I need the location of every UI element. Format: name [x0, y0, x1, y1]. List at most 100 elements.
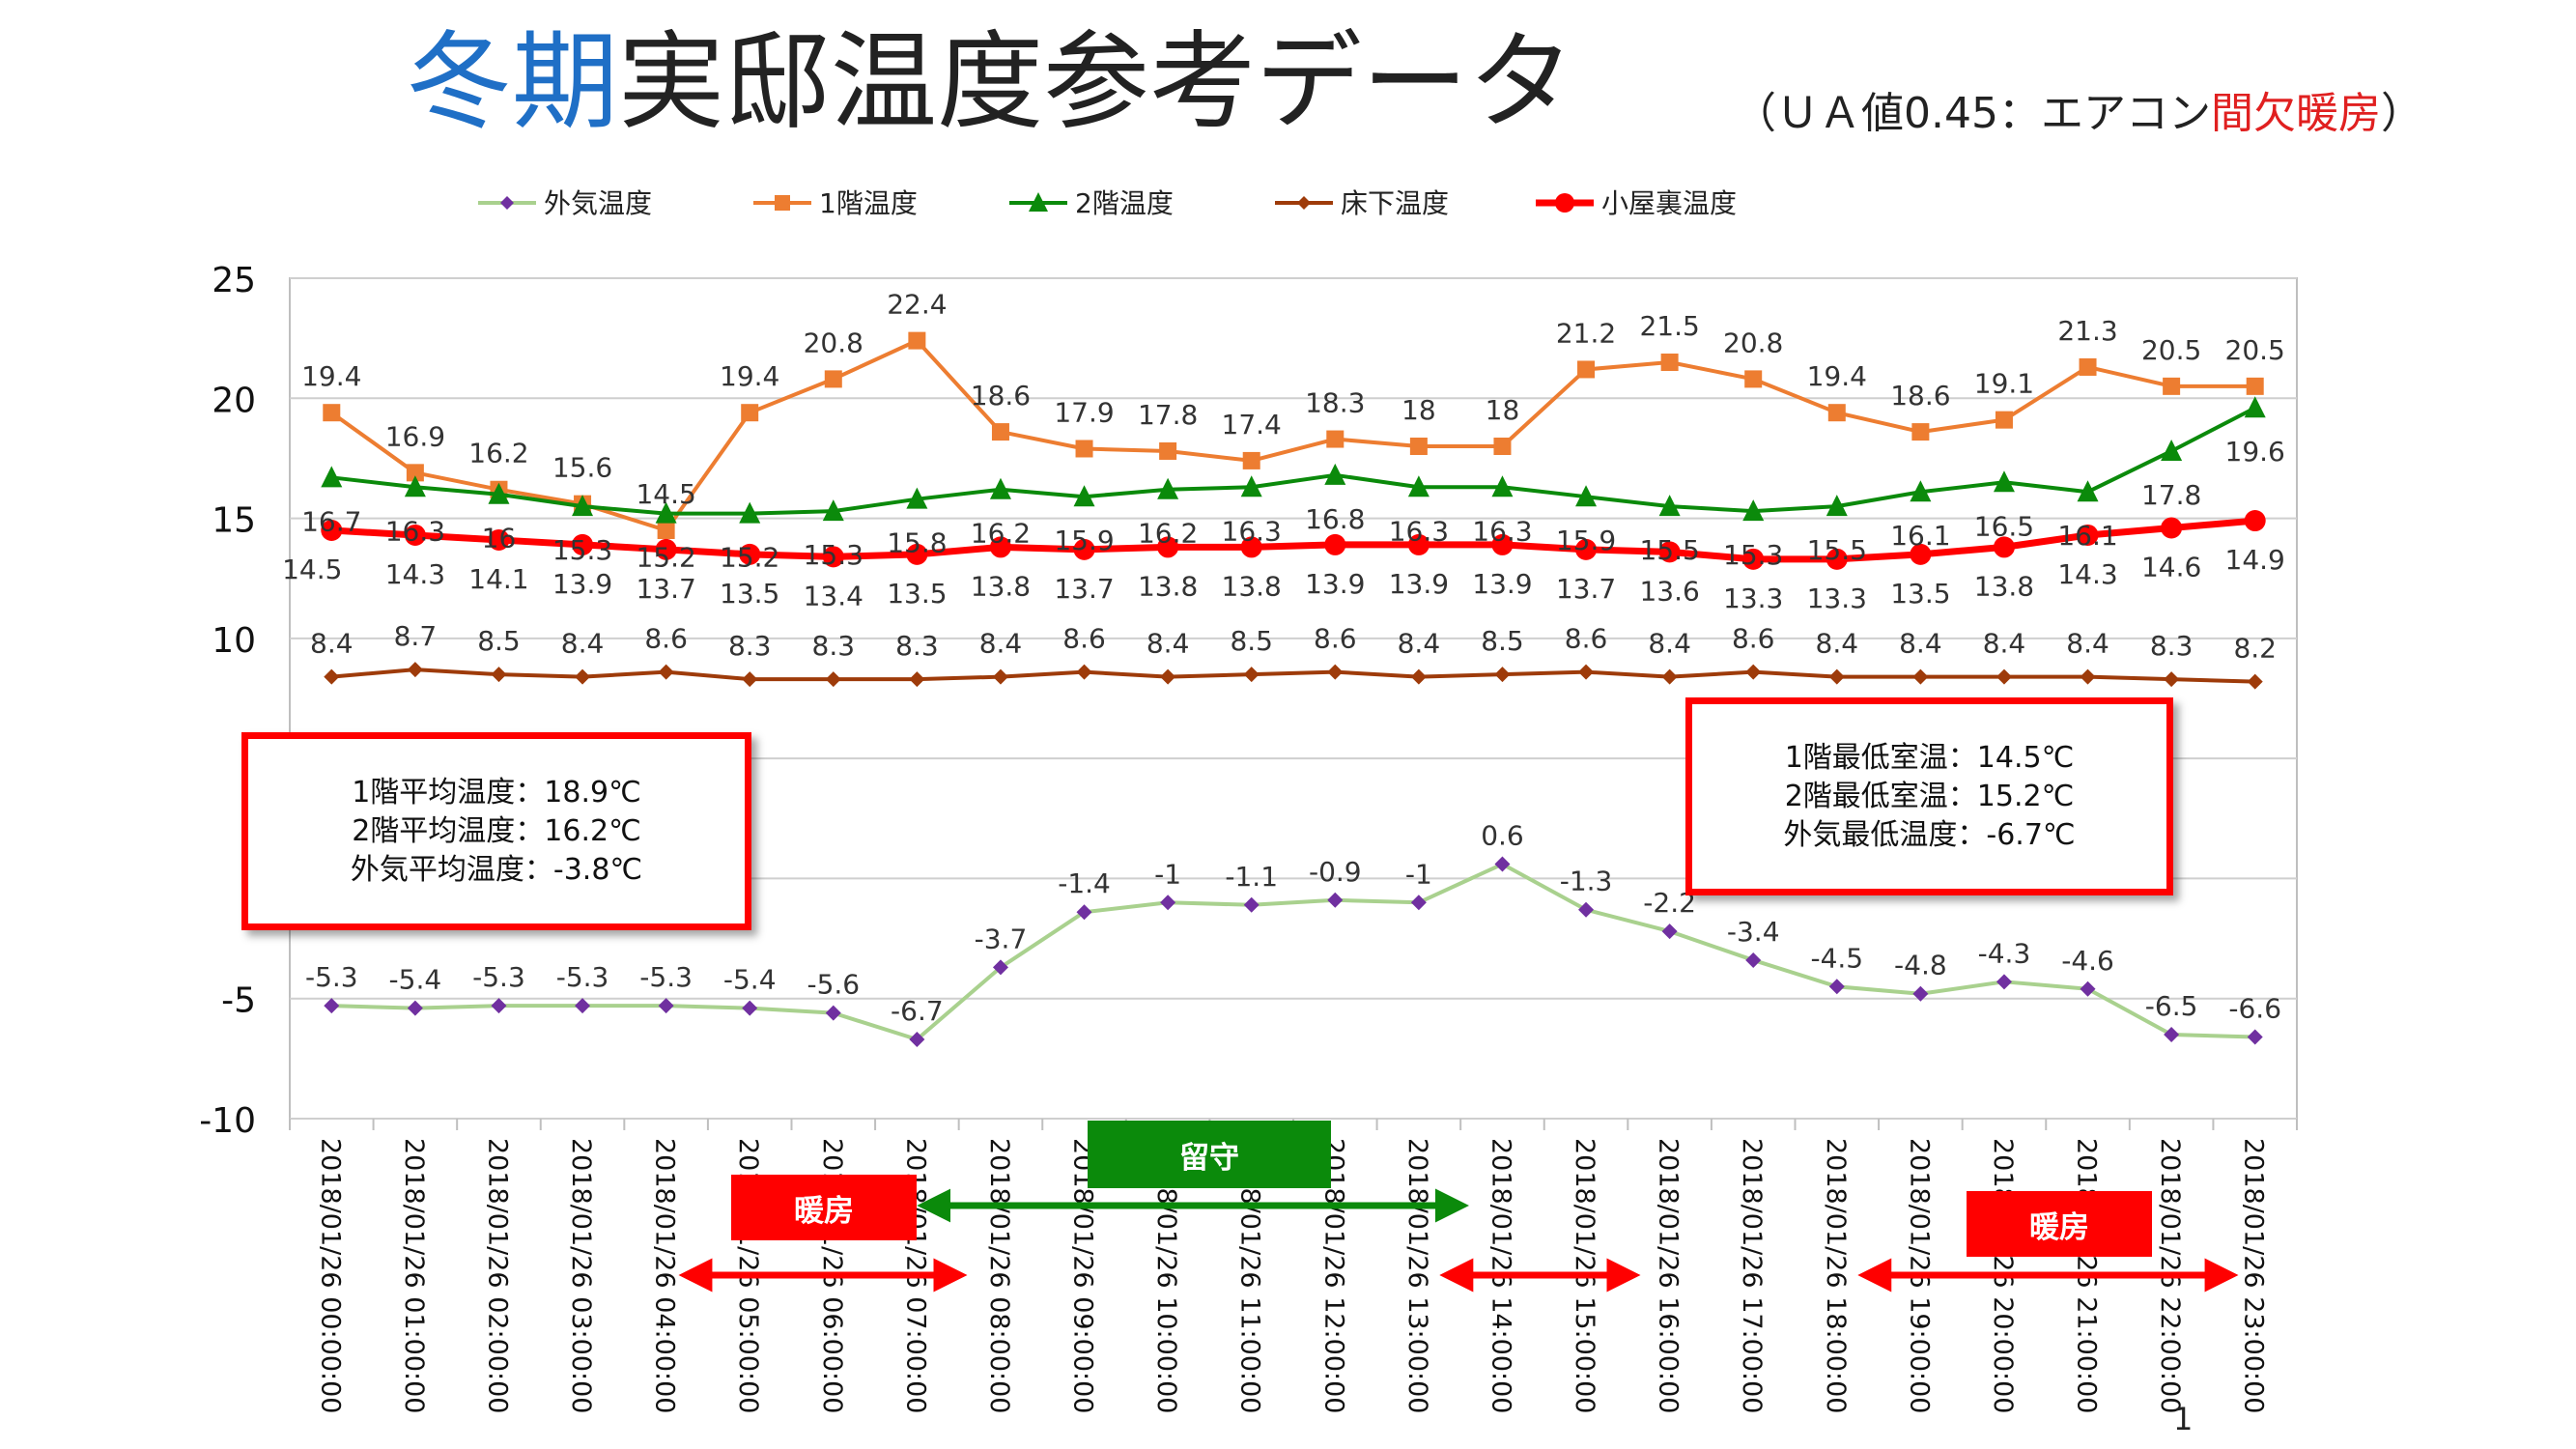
data-point: [739, 543, 761, 565]
data-label: 16.3: [1472, 515, 1532, 547]
data-label: 17.9: [1054, 396, 1114, 428]
data-label: 14.5: [282, 554, 342, 585]
data-label: 13.6: [1639, 575, 1699, 607]
average-line-outdoor: 外気平均温度：-3.8℃: [350, 852, 643, 887]
data-label: -6.6: [2228, 992, 2281, 1024]
average-line-1f: 1階平均温度：18.9℃: [352, 775, 641, 810]
legend-marker: [1297, 196, 1311, 210]
data-label: 0.6: [1481, 820, 1524, 852]
data-point: [1076, 904, 1092, 921]
data-point: [575, 998, 591, 1014]
subtitle-highlight: 間欠暖房: [2210, 89, 2381, 138]
data-point: [1996, 668, 2012, 685]
data-label: 8.4: [310, 628, 354, 660]
title-rest: 実邸温度参考データ: [618, 20, 1574, 144]
data-point: [2247, 673, 2263, 690]
data-label: 8.3: [728, 630, 772, 662]
data-label: 13.7: [1054, 573, 1114, 605]
data-point: [655, 538, 677, 560]
data-label: 16.1: [2057, 520, 2117, 552]
data-point: [2077, 480, 2099, 502]
data-label: 16.2: [971, 518, 1031, 550]
data-point: [1744, 370, 1763, 388]
data-point: [2079, 357, 2097, 376]
data-point: [406, 464, 424, 482]
data-point: [1658, 495, 1681, 517]
data-point: [572, 533, 594, 555]
data-point: [658, 664, 674, 680]
data-label: -1.4: [1058, 867, 1111, 899]
legend-marker: [1029, 192, 1048, 212]
heating-tag-evening: 暖房: [1967, 1191, 2152, 1257]
data-point: [2247, 1029, 2263, 1045]
data-point: [1159, 441, 1177, 460]
data-point: [655, 501, 677, 524]
data-point: [1910, 480, 1932, 502]
data-point: [2244, 396, 2266, 418]
x-tick-label: 2018/01/26 03:00:00: [566, 1138, 596, 1413]
data-point: [2164, 671, 2180, 688]
data-point: [906, 543, 928, 565]
data-point: [1240, 536, 1262, 558]
data-label: 15.3: [552, 534, 612, 566]
heating-tag-morning: 暖房: [731, 1175, 917, 1240]
minimum-line-1f: 1階最低室温：14.5℃: [1784, 740, 2075, 775]
data-label: 21.5: [1639, 310, 1699, 342]
series: [321, 331, 2266, 1047]
data-label: 8.4: [1146, 628, 1190, 660]
minimum-temperature-box: 1階最低室温：14.5℃ 2階最低室温：15.2℃ 外気最低温度：-6.7℃: [1685, 697, 2173, 895]
data-label: 20.8: [1723, 327, 1783, 358]
data-point: [1326, 430, 1345, 448]
data-point: [1828, 979, 1845, 995]
minimum-line-2f: 2階最低室温：15.2℃: [1784, 779, 2075, 813]
data-label: 15.3: [1723, 539, 1783, 571]
data-label: 8.6: [1062, 623, 1106, 655]
data-point: [1073, 538, 1095, 560]
data-point: [1661, 923, 1678, 940]
data-label: 13.5: [1890, 578, 1950, 610]
data-label: -5.3: [305, 961, 358, 993]
data-point: [575, 668, 591, 685]
data-point: [1577, 360, 1596, 379]
data-label: 21.3: [2057, 315, 2117, 347]
data-label: 16.5: [1974, 510, 2034, 542]
data-point: [1073, 485, 1095, 507]
data-label: 13.9: [1389, 568, 1449, 600]
data-point: [739, 501, 761, 524]
data-point: [2161, 517, 2183, 539]
average-temperature-box: 1階平均温度：18.9℃ 2階平均温度：16.2℃ 外気平均温度：-3.8℃: [241, 732, 751, 930]
data-label: 19.1: [1974, 368, 2034, 400]
minimum-line-outdoor: 外気最低温度：-6.7℃: [1783, 817, 2076, 852]
data-point: [572, 495, 594, 517]
data-point: [2246, 377, 2264, 395]
data-label: 16: [482, 523, 517, 554]
data-label: 8.5: [1230, 625, 1273, 657]
data-label: -1.3: [1560, 866, 1613, 897]
data-point: [407, 1000, 423, 1016]
data-label: 14.3: [385, 558, 445, 590]
data-point: [404, 475, 426, 497]
x-tick-label: 2018/01/26 02:00:00: [482, 1138, 512, 1413]
data-point: [321, 520, 343, 541]
data-point: [1660, 354, 1679, 371]
data-label: 13.9: [1472, 568, 1532, 600]
data-point: [1242, 451, 1260, 469]
data-label: 19.6: [2225, 436, 2285, 468]
data-point: [1494, 667, 1511, 683]
data-point: [1911, 423, 1930, 441]
data-point: [1742, 548, 1765, 570]
series-line-4: [331, 517, 2256, 563]
data-point: [1745, 952, 1762, 968]
data-point: [1826, 548, 1848, 570]
data-label: 15.5: [1639, 534, 1699, 566]
data-point: [1410, 668, 1427, 685]
data-label: 16.1: [1890, 520, 1950, 552]
data-point: [2080, 668, 2096, 685]
legend-label: 1階温度: [819, 187, 918, 219]
data-label: 8.3: [895, 630, 939, 662]
data-label: 18.6: [971, 380, 1031, 412]
data-label: 14.6: [2141, 552, 2201, 583]
data-label: 8.4: [1398, 628, 1441, 660]
data-label: 14.3: [2057, 558, 2117, 590]
data-label: 15.5: [1807, 534, 1867, 566]
